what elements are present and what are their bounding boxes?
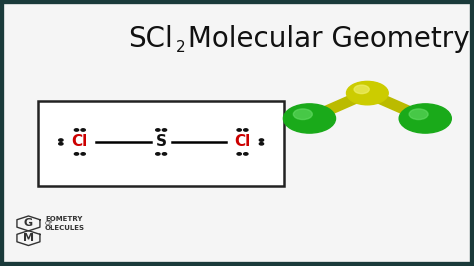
Text: S: S xyxy=(155,134,167,149)
Circle shape xyxy=(237,129,241,131)
Text: Cl: Cl xyxy=(234,134,251,149)
Circle shape xyxy=(259,143,264,145)
Circle shape xyxy=(155,153,160,155)
Circle shape xyxy=(244,153,248,155)
Circle shape xyxy=(162,129,167,131)
Circle shape xyxy=(237,153,241,155)
Text: OLECULES: OLECULES xyxy=(45,225,85,231)
Text: SCl: SCl xyxy=(128,24,173,53)
Circle shape xyxy=(162,153,167,155)
Text: OF: OF xyxy=(45,222,54,226)
Circle shape xyxy=(74,129,79,131)
Text: Molecular Geometry: Molecular Geometry xyxy=(179,24,470,53)
FancyBboxPatch shape xyxy=(38,101,284,186)
Text: G: G xyxy=(24,218,33,228)
Circle shape xyxy=(81,129,85,131)
Circle shape xyxy=(259,139,264,141)
Circle shape xyxy=(293,109,312,119)
Text: 2: 2 xyxy=(176,40,186,55)
Circle shape xyxy=(409,109,428,119)
Circle shape xyxy=(354,85,369,94)
Circle shape xyxy=(244,129,248,131)
Circle shape xyxy=(74,153,79,155)
Circle shape xyxy=(399,104,451,133)
Text: EOMETRY: EOMETRY xyxy=(45,217,82,222)
Text: M: M xyxy=(23,233,34,243)
Circle shape xyxy=(59,139,63,141)
Circle shape xyxy=(346,81,388,105)
Text: Cl: Cl xyxy=(72,134,88,149)
Circle shape xyxy=(283,104,336,133)
Circle shape xyxy=(155,129,160,131)
Circle shape xyxy=(81,153,85,155)
Circle shape xyxy=(59,143,63,145)
